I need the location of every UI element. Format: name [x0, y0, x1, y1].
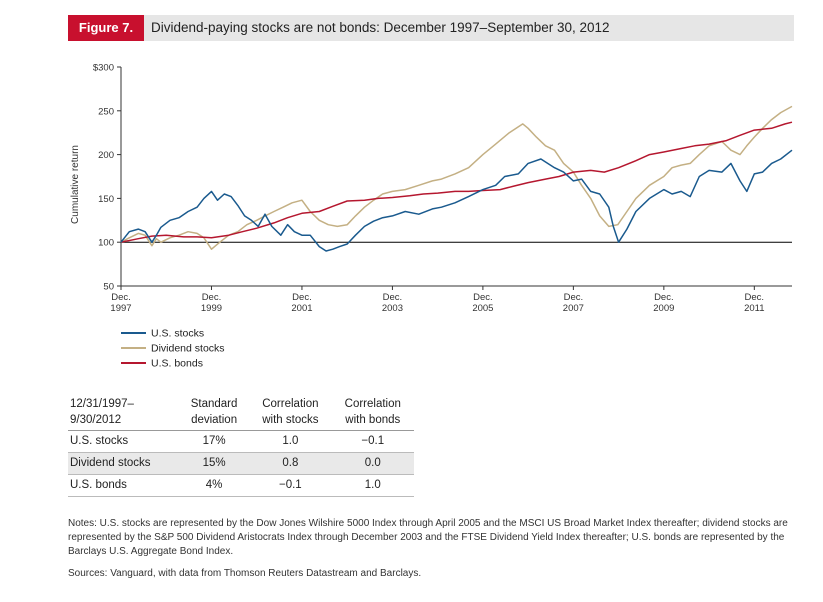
corr-bonds-cell: 0.0	[364, 457, 381, 469]
header-line: 12/31/1997–	[70, 398, 134, 410]
corr-bonds-cell: 1.0	[364, 479, 381, 491]
x-tick-label: 1999	[201, 303, 222, 314]
header-line: Correlation	[262, 398, 319, 410]
figure-title: Dividend-paying stocks are not bonds: De…	[151, 20, 610, 35]
table-row: U.S. bonds 4% −0.1 1.0	[68, 475, 414, 497]
header-line: with stocks	[262, 414, 319, 426]
legend-label: Dividend stocks	[151, 343, 225, 355]
row-label: Dividend stocks	[70, 457, 151, 469]
x-tick-label: 2011	[744, 303, 764, 314]
y-tick-label: 250	[98, 106, 114, 117]
table-row: U.S. stocks 17% 1.0 −0.1	[68, 431, 414, 453]
notes-text: Notes: U.S. stocks are represented by th…	[68, 518, 788, 557]
x-tick-label: Dec.	[111, 292, 131, 303]
y-tick-label: 100	[98, 238, 114, 249]
x-tick-label: Dec.	[292, 292, 312, 303]
corr-bonds-cell: −0.1	[361, 435, 385, 447]
std-cell: 15%	[202, 457, 226, 469]
series-line	[120, 105, 793, 250]
x-tick-label: 2007	[563, 303, 584, 314]
x-tick-label: 2005	[472, 303, 493, 314]
y-tick-label: $300	[93, 63, 114, 74]
line-chart: 50100150200250$300Dec.1997Dec.1999Dec.20…	[70, 63, 793, 370]
x-tick-label: Dec.	[654, 292, 674, 303]
y-tick-label: 200	[98, 150, 114, 161]
header-line: with bonds	[345, 414, 401, 426]
series-line	[120, 149, 793, 252]
stats-table: 12/31/1997– 9/30/2012 Standard deviation…	[68, 394, 414, 497]
corr-stocks-cell: −0.1	[279, 479, 302, 491]
stats-header-corr-bonds: Correlation with bonds	[332, 394, 414, 431]
header-line: Standard	[190, 398, 238, 410]
std-cell: 17%	[202, 435, 226, 447]
row-label: U.S. stocks	[70, 435, 129, 447]
x-tick-label: 1997	[110, 303, 131, 314]
header-line: 9/30/2012	[70, 414, 122, 426]
y-axis-title: Cumulative return	[70, 145, 81, 224]
x-tick-label: 2009	[653, 303, 674, 314]
header-line: deviation	[191, 414, 238, 426]
series-line	[120, 121, 793, 243]
header-line: Correlation	[344, 398, 401, 410]
x-tick-label: Dec.	[202, 292, 222, 303]
figure-label: Figure 7.	[68, 15, 144, 41]
x-tick-label: Dec.	[383, 292, 403, 303]
y-tick-label: 50	[103, 282, 114, 293]
x-tick-label: 2003	[382, 303, 403, 314]
stats-header-std: Standard deviation	[179, 394, 249, 431]
corr-stocks-cell: 0.8	[282, 457, 299, 469]
x-tick-label: Dec.	[473, 292, 493, 303]
std-cell: 4%	[205, 479, 223, 491]
x-tick-label: 2001	[291, 303, 312, 314]
x-tick-label: Dec.	[564, 292, 584, 303]
stats-header-period: 12/31/1997– 9/30/2012	[68, 394, 179, 431]
sources-text: Sources: Vanguard, with data from Thomso…	[68, 568, 422, 579]
stats-header-corr-stocks: Correlation with stocks	[249, 394, 331, 431]
stats-header-row: 12/31/1997– 9/30/2012 Standard deviation…	[68, 394, 414, 431]
legend-label: U.S. bonds	[151, 358, 203, 370]
corr-stocks-cell: 1.0	[282, 435, 299, 447]
figure-header: Figure 7. Dividend-paying stocks are not…	[68, 15, 794, 41]
row-label: U.S. bonds	[70, 479, 127, 491]
table-row: Dividend stocks 15% 0.8 0.0	[68, 452, 414, 475]
legend-label: U.S. stocks	[151, 328, 204, 340]
x-tick-label: Dec.	[745, 292, 765, 303]
y-tick-label: 150	[98, 194, 114, 205]
